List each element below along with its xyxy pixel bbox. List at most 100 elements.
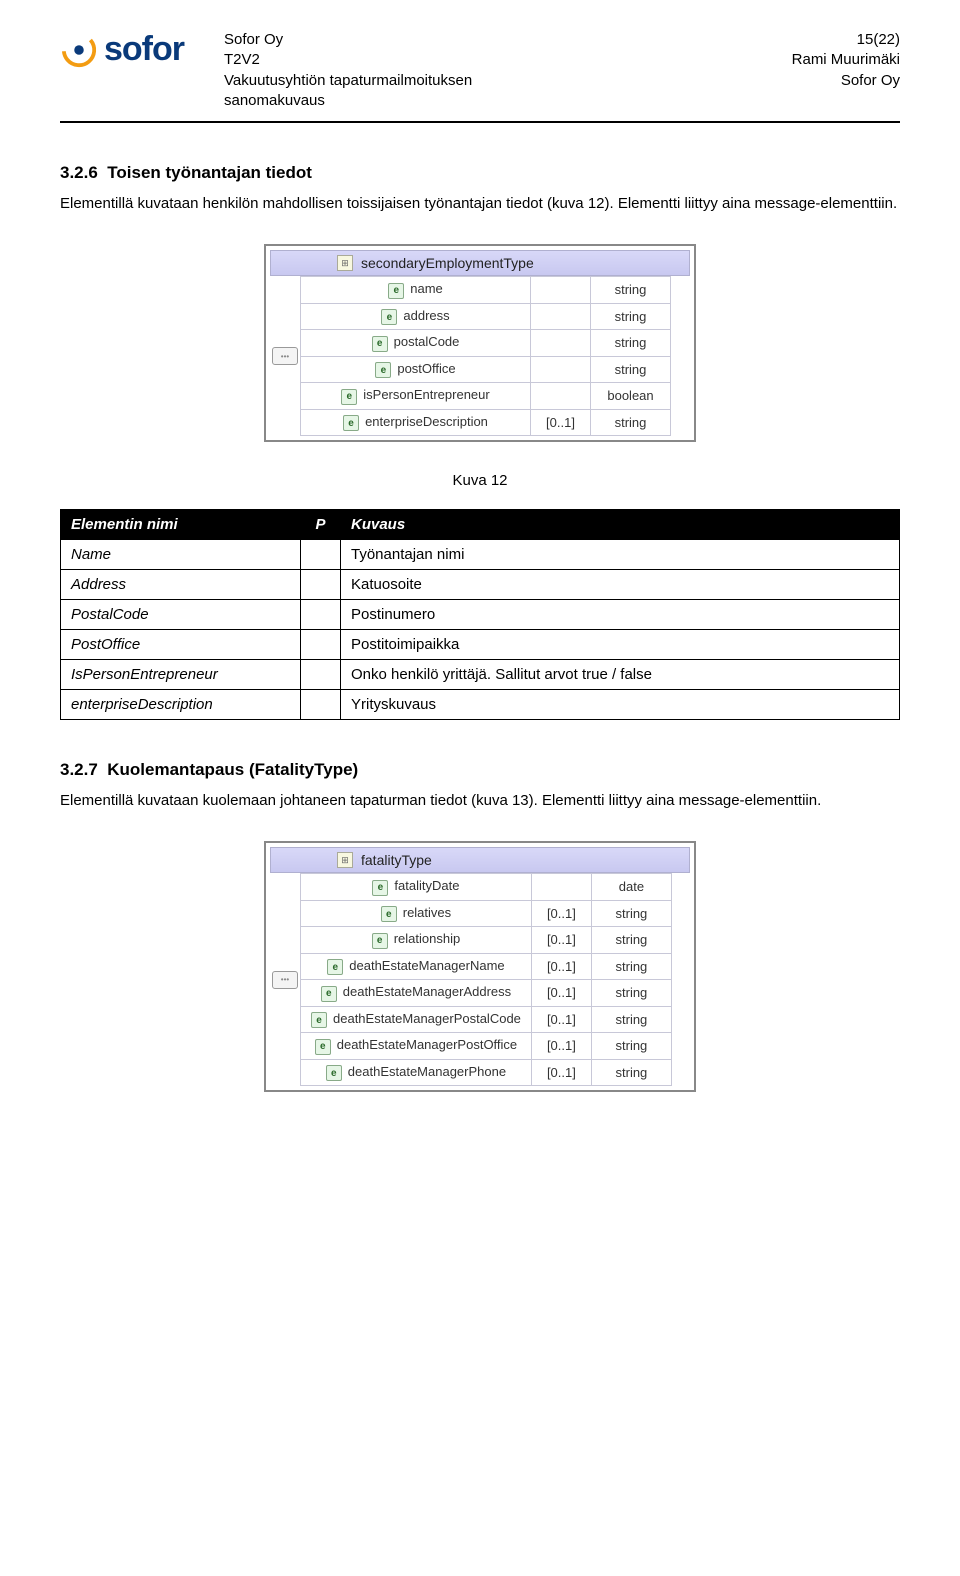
schema-row: edeathEstateManagerPhone[0..1]string: [301, 1059, 672, 1086]
schema-row: eaddressstring: [301, 303, 671, 330]
section-body-326: Elementillä kuvataan henkilön mahdollise…: [60, 193, 900, 214]
schema-row: efatalityDatedate: [301, 874, 672, 901]
caption-kuva12: Kuva 12: [60, 472, 900, 489]
schema-element-table: efatalityDatedateerelatives[0..1]stringe…: [300, 873, 672, 1086]
schema-type: string: [591, 1033, 671, 1060]
element-icon: e: [375, 362, 391, 378]
schema-element-name: edeathEstateManagerAddress: [301, 980, 532, 1007]
schema-cardinality: [531, 303, 591, 330]
schema-type: string: [591, 1006, 671, 1033]
table-row: PostOfficePostitoimipaikka: [61, 630, 900, 660]
table-cell-desc: Katuosoite: [341, 570, 900, 600]
element-icon: e: [327, 959, 343, 975]
table-header-name: Elementin nimi: [61, 510, 301, 540]
schema-row: edeathEstateManagerPostalCode[0..1]strin…: [301, 1006, 672, 1033]
schema-header: ⊞ fatalityType: [270, 847, 690, 873]
schema-cardinality: [0..1]: [531, 980, 591, 1007]
section-body-327: Elementillä kuvataan kuolemaan johtaneen…: [60, 790, 900, 811]
schema-type: string: [591, 927, 671, 954]
table-cell-desc: Yrityskuvaus: [341, 690, 900, 720]
table-row: PostalCode Postinumero: [61, 600, 900, 630]
schema-type: string: [591, 356, 671, 383]
element-icon: e: [372, 880, 388, 896]
table-cell-p: [301, 630, 341, 660]
section-number: 3.2.6: [60, 163, 98, 182]
sofor-logo-icon: [60, 31, 98, 69]
schema-cardinality: [531, 383, 591, 410]
schema-row: epostalCode string: [301, 330, 671, 357]
section-title-326: 3.2.6 Toisen työnantajan tiedot: [60, 163, 900, 183]
table-cell-name: Address: [61, 570, 301, 600]
table-cell-p: [301, 600, 341, 630]
header-right-line2: Rami Muurimäki: [792, 50, 900, 70]
element-icon: e: [311, 1012, 327, 1028]
element-icon: e: [381, 309, 397, 325]
section-number: 3.2.7: [60, 760, 98, 779]
element-icon: e: [326, 1065, 342, 1081]
schema-cardinality: [531, 356, 591, 383]
schema-cardinality: [0..1]: [531, 953, 591, 980]
header-mid-line3: Vakuutusyhtiön tapaturmailmoituksen: [224, 71, 792, 91]
table-row: IsPersonEntrepreneurOnko henkilö yrittäj…: [61, 660, 900, 690]
schema-type: string: [591, 277, 671, 304]
table-header-desc: Kuvaus: [341, 510, 900, 540]
schema-header-label: fatalityType: [361, 852, 432, 868]
schema-element-name: epostalCode: [301, 330, 531, 357]
element-icon: e: [341, 389, 357, 405]
table-cell-name: PostalCode: [61, 600, 301, 630]
table-row: NameTyönantajan nimi: [61, 540, 900, 570]
header-mid-line2: T2V2: [224, 50, 792, 70]
schema-row: edeathEstateManagerPostOffice[0..1]strin…: [301, 1033, 672, 1060]
element-icon: e: [343, 415, 359, 431]
header-right-line1: 15(22): [792, 30, 900, 50]
complex-type-icon: ⊞: [337, 255, 353, 271]
schema-header-label: secondaryEmploymentType: [361, 255, 534, 271]
table-cell-p: [301, 690, 341, 720]
schema-element-name: ename: [301, 277, 531, 304]
schema-row: eenterpriseDescription[0..1]string: [301, 409, 671, 436]
schema-cardinality: [531, 277, 591, 304]
schema-row: epostOfficestring: [301, 356, 671, 383]
table-cell-name: IsPersonEntrepreneur: [61, 660, 301, 690]
schema-type: string: [591, 900, 671, 927]
table-cell-p: [301, 660, 341, 690]
schema-cardinality: [0..1]: [531, 1059, 591, 1086]
header-mid-line1: Sofor Oy: [224, 30, 792, 50]
schema-type: string: [591, 303, 671, 330]
sequence-connector-icon: •••: [270, 971, 300, 989]
table-cell-p: [301, 540, 341, 570]
complex-type-icon: ⊞: [337, 852, 353, 868]
schema-element-table: enamestringeaddressstringepostalCodestri…: [300, 276, 671, 436]
schema-diagram-fatalityType: ⊞ fatalityType ••• efatalityDatedate erel…: [264, 841, 696, 1092]
header-mid-line4: sanomakuvaus: [224, 91, 792, 111]
table-header-p: P: [301, 510, 341, 540]
table-cell-name: PostOffice: [61, 630, 301, 660]
table-cell-p: [301, 570, 341, 600]
schema-type: string: [591, 1059, 671, 1086]
schema-element-name: eisPersonEntrepreneur: [301, 383, 531, 410]
schema-type: string: [591, 980, 671, 1007]
schema-element-name: eenterpriseDescription: [301, 409, 531, 436]
schema-row: eisPersonEntrepreneurboolean: [301, 383, 671, 410]
sequence-connector-icon: •••: [270, 347, 300, 365]
page-header: sofor Sofor Oy T2V2 Vakuutusyhtiön tapat…: [60, 30, 900, 123]
section-heading: Toisen työnantajan tiedot: [107, 163, 312, 182]
table-cell-desc: Postinumero: [341, 600, 900, 630]
section-heading: Kuolemantapaus (FatalityType): [107, 760, 358, 779]
schema-element-name: edeathEstateManagerPostalCode: [301, 1006, 532, 1033]
element-icon: e: [372, 336, 388, 352]
schema-type: string: [591, 330, 671, 357]
schema-cardinality: [531, 330, 591, 357]
header-right: 15(22) Rami Muurimäki Sofor Oy: [792, 30, 900, 91]
schema-cardinality: [0..1]: [531, 900, 591, 927]
table-row: Address Katuosoite: [61, 570, 900, 600]
schema-row: erelationship[0..1]string: [301, 927, 672, 954]
table-cell-name: Name: [61, 540, 301, 570]
schema-cardinality: [0..1]: [531, 1006, 591, 1033]
header-right-line3: Sofor Oy: [792, 71, 900, 91]
schema-element-name: efatalityDate: [301, 874, 532, 901]
schema-element-name: edeathEstateManagerPhone: [301, 1059, 532, 1086]
schema-element-name: erelationship: [301, 927, 532, 954]
schema-header: ⊞ secondaryEmploymentType: [270, 250, 690, 276]
element-icon: e: [321, 986, 337, 1002]
